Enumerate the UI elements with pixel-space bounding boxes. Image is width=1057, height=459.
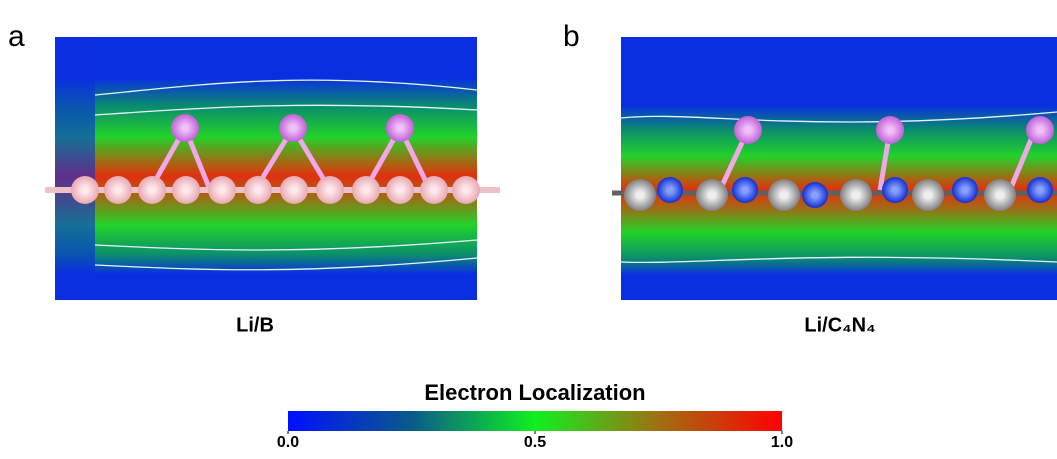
elf-map-a [45, 37, 500, 300]
elf-map-b [612, 37, 1057, 300]
colorbar-tick-label: 0.5 [524, 434, 546, 451]
colorbar [288, 411, 782, 431]
panel-caption: Li/C₄N₄ [804, 314, 875, 336]
colorbar-title: Electron Localization [424, 380, 645, 405]
panel-caption: Li/B [236, 314, 274, 336]
panel-label: a [8, 20, 25, 53]
colorbar-tick-label: 1.0 [771, 434, 793, 451]
colorbar-tick-label: 0.0 [277, 434, 299, 451]
figure: a b [0, 0, 1057, 454]
panel-label: b [563, 20, 580, 53]
